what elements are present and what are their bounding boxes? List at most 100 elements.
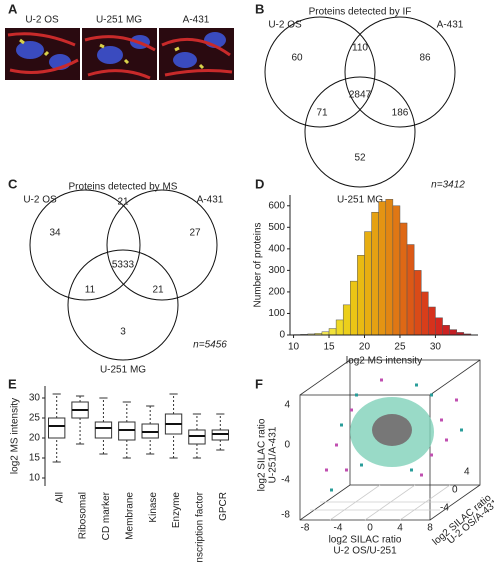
y-tick-label: 4 xyxy=(284,400,290,411)
x-tick-label: Membrane xyxy=(124,492,135,540)
panel-letter: C xyxy=(8,176,18,191)
z-axis-label: log2 SILAC ratio xyxy=(431,492,494,548)
venn-count: 86 xyxy=(419,53,431,64)
x-axis-label: log2 SILAC ratio xyxy=(329,535,402,546)
y-tick-label: -8 xyxy=(281,510,290,521)
x-axis-label: log2 MS intensity xyxy=(346,356,422,367)
venn-circle xyxy=(29,189,141,301)
venn-count: 27 xyxy=(189,228,201,239)
venn-count: 52 xyxy=(354,153,366,164)
histogram-bar xyxy=(442,325,450,336)
y-tick-label: -4 xyxy=(281,475,290,486)
y-tick-label: 25 xyxy=(29,413,41,424)
x-tick-label: Kinase xyxy=(148,492,159,523)
x-tick-label: CD marker xyxy=(101,491,112,540)
x-tick-label: 4 xyxy=(397,523,403,534)
histogram-bar xyxy=(328,328,337,336)
histogram-bar xyxy=(435,317,443,336)
y-tick-label: 10 xyxy=(29,473,41,484)
set-label: A-431 xyxy=(197,195,224,206)
y-tick-label: 500 xyxy=(268,222,285,233)
venn-count: 2847 xyxy=(349,90,372,101)
venn-total: n=3412 xyxy=(431,180,465,191)
y-axis-label: log2 MS intensity xyxy=(10,398,21,474)
y-tick-label: 400 xyxy=(268,243,285,254)
histogram-bar xyxy=(371,211,379,336)
nucleus xyxy=(16,41,44,59)
histogram-bar xyxy=(385,199,394,336)
panel-letter: D xyxy=(255,176,264,191)
y-tick-label: 600 xyxy=(268,200,285,211)
x-tick-label: Transcription factor xyxy=(195,491,206,562)
nucleus xyxy=(97,46,123,64)
cloud-core xyxy=(372,414,412,446)
y-tick-label: 15 xyxy=(29,453,41,464)
x-tick-label: 10 xyxy=(288,342,300,353)
venn-b-circles xyxy=(264,16,456,188)
histogram-bar xyxy=(378,201,387,336)
x-axis-label: U-2 OS/U-251 xyxy=(333,546,397,557)
venn-total: n=5456 xyxy=(193,340,227,351)
set-label: U-2 OS xyxy=(268,20,302,31)
panel-letter: B xyxy=(255,1,264,16)
x-tick-label: 20 xyxy=(359,342,371,353)
cell-line-label: U-2 OS xyxy=(25,15,59,26)
z-tick-label: 4 xyxy=(464,467,470,478)
x-tick-label: Ribosomal xyxy=(78,492,89,539)
scatter-cloud xyxy=(325,378,463,492)
y-tick-label: 30 xyxy=(29,393,41,404)
y-tick-label: 100 xyxy=(268,308,285,319)
histogram-bar xyxy=(428,306,436,336)
floor-grid xyxy=(310,484,451,521)
x-tick-label: 25 xyxy=(394,342,406,353)
venn-circle xyxy=(264,16,376,128)
histogram-bar xyxy=(449,329,457,336)
histogram-bar xyxy=(342,304,351,336)
histogram-bar xyxy=(399,222,408,336)
y-tick-label: 300 xyxy=(268,265,285,276)
box xyxy=(94,421,113,439)
y-axis-label: U-251/A-431 xyxy=(268,426,279,483)
venn-circle xyxy=(67,249,179,361)
y-tick-label: 0 xyxy=(279,330,285,341)
x-tick-label: 0 xyxy=(367,523,373,534)
venn-title: Proteins detected by MS xyxy=(69,182,178,193)
panel-letter: F xyxy=(255,376,263,391)
actin xyxy=(7,32,233,80)
venn-count: 3 xyxy=(120,327,126,338)
x-tick-label: GPCR xyxy=(218,492,229,521)
nucleus xyxy=(173,52,197,68)
panel-letter: A xyxy=(8,1,18,16)
venn-count: 34 xyxy=(49,228,61,239)
venn-title: Proteins detected by IF xyxy=(309,7,412,18)
granules xyxy=(19,38,205,70)
venn-circle xyxy=(106,189,218,301)
z-tick-label: -4 xyxy=(440,503,449,514)
histogram-bar xyxy=(350,280,358,336)
venn-count: 60 xyxy=(291,53,303,64)
set-label: U-251 MG xyxy=(100,365,146,376)
histogram-bar xyxy=(335,319,344,336)
set-label: U-251 MG xyxy=(337,195,383,206)
set-label: A-431 xyxy=(437,20,464,31)
venn-circle xyxy=(304,76,416,188)
cell-line-label: U-251 MG xyxy=(96,15,142,26)
venn-count: 5333 xyxy=(112,260,135,271)
venn-c-circles xyxy=(29,189,218,361)
venn-count: 21 xyxy=(152,285,164,296)
cell-line-label: A-431 xyxy=(183,15,210,26)
histogram-bar xyxy=(420,291,429,336)
box xyxy=(48,417,66,439)
y-axis-label: log2 SILAC ratio xyxy=(257,418,268,491)
histogram-bar xyxy=(392,205,401,336)
y-tick-label: 0 xyxy=(284,440,290,451)
x-tick-label: 15 xyxy=(323,342,335,353)
outlier-dots xyxy=(330,383,463,492)
histogram-bar xyxy=(357,255,365,336)
venn-count: 21 xyxy=(117,197,129,208)
x-tick-label: Enzyme xyxy=(171,492,182,529)
cube xyxy=(299,359,481,521)
x-tick-label: -4 xyxy=(334,523,343,534)
outlier-dots xyxy=(325,378,458,477)
